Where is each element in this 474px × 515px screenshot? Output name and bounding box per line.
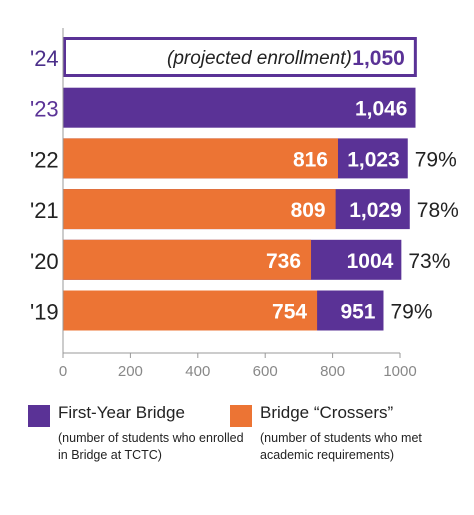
annotation-projected-enrollment: (projected enrollment) — [167, 48, 352, 69]
bar-value-label: 809 — [291, 199, 326, 222]
legend-subtitle-bridge-crossers: (number of students who met academic req… — [260, 431, 422, 462]
percent-label: 73% — [408, 250, 450, 273]
x-tick-label: 400 — [185, 363, 210, 380]
category-label: '19 — [30, 300, 59, 325]
x-tick-label: 200 — [118, 363, 143, 380]
bar-value-label: 1,023 — [347, 148, 400, 171]
x-tick-label: 800 — [320, 363, 345, 380]
legend-title-bridge-crossers: Bridge “Crossers” — [260, 403, 394, 422]
percent-label: 78% — [417, 199, 459, 222]
category-label: '21 — [30, 198, 59, 223]
category-label: '24 — [30, 46, 59, 71]
bar-value-label: 1,046 — [355, 98, 408, 121]
bar-value-label: 736 — [266, 250, 301, 273]
category-label: '23 — [30, 97, 59, 122]
bar-first-year-bridge-projected — [63, 37, 417, 77]
x-tick-label: 0 — [59, 363, 67, 380]
bar-value-label: 1004 — [347, 250, 394, 273]
bar-value-label: 951 — [340, 301, 375, 324]
category-label: '22 — [30, 147, 59, 172]
x-tick-label: 600 — [253, 363, 278, 380]
bar-value-label: 754 — [272, 301, 307, 324]
legend-title-first-year-bridge: First-Year Bridge — [58, 403, 185, 422]
percent-label: 79% — [415, 148, 457, 171]
bar-value-label: 1,029 — [349, 199, 402, 222]
category-label: '20 — [30, 249, 59, 274]
x-tick-label: 1000 — [383, 363, 416, 380]
bar-bridge-crossers — [63, 239, 312, 280]
bar-first-year-bridge — [63, 87, 416, 128]
bar-bridge-crossers — [63, 138, 338, 179]
bar-chart: '24 1,050(projected enrollment) '23 1,046 '2… — [30, 28, 459, 380]
bar-bridge-crossers — [63, 290, 318, 331]
percent-label: 79% — [390, 301, 432, 324]
bar-value-label: 816 — [293, 148, 328, 171]
bar-bridge-crossers — [63, 189, 336, 230]
bar-value-label: 1,050 — [352, 47, 405, 70]
legend-swatch-bridge-crossers — [230, 405, 252, 427]
legend-swatch-first-year-bridge — [28, 405, 50, 427]
legend-subtitle-first-year-bridge: (number of students who enrolled in Brid… — [58, 431, 244, 462]
